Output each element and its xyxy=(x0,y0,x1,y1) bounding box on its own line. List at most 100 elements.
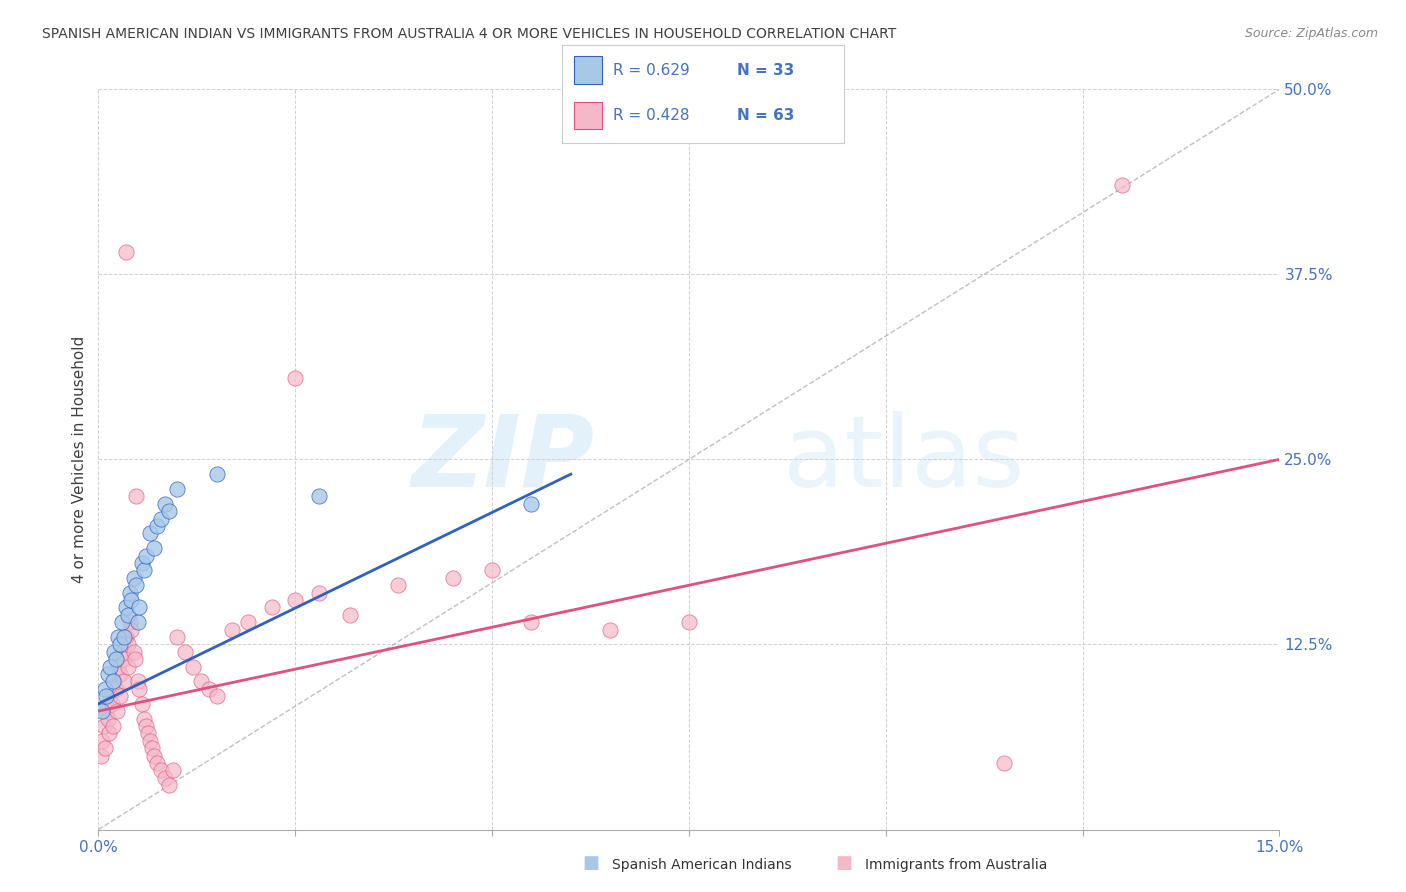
Point xyxy=(101,697,124,711)
Point xyxy=(155,497,177,511)
Point xyxy=(124,652,146,666)
Text: Immigrants from Australia: Immigrants from Australia xyxy=(865,858,1047,872)
Point xyxy=(150,511,173,525)
Text: ■: ■ xyxy=(835,855,852,872)
Point xyxy=(284,371,307,385)
Bar xyxy=(574,102,602,129)
Point xyxy=(112,630,135,644)
Point xyxy=(101,674,124,689)
Point xyxy=(150,764,173,778)
Point xyxy=(174,645,197,659)
Point xyxy=(141,741,163,756)
Point xyxy=(1111,178,1133,193)
Point xyxy=(132,564,155,578)
Point xyxy=(205,467,228,482)
Point xyxy=(117,637,139,651)
Point xyxy=(103,674,125,689)
Point xyxy=(104,652,127,666)
Point xyxy=(108,667,131,681)
Point xyxy=(155,771,177,785)
Point xyxy=(132,712,155,726)
Point xyxy=(339,607,361,622)
Point xyxy=(97,726,120,740)
Point xyxy=(142,748,165,763)
Point xyxy=(91,733,114,747)
Point xyxy=(115,245,138,260)
Point xyxy=(107,659,129,673)
Point xyxy=(157,504,180,518)
Point xyxy=(127,674,149,689)
Point xyxy=(115,630,138,644)
Point xyxy=(125,489,148,503)
Point xyxy=(146,756,169,770)
Point xyxy=(441,571,464,585)
Point xyxy=(520,497,543,511)
Point xyxy=(481,564,503,578)
Point xyxy=(284,593,307,607)
Point xyxy=(138,733,160,747)
Text: ■: ■ xyxy=(582,855,599,872)
Point xyxy=(142,541,165,556)
Point xyxy=(135,549,157,563)
Text: R = 0.428: R = 0.428 xyxy=(613,108,689,123)
Text: N = 63: N = 63 xyxy=(737,108,794,123)
Point xyxy=(166,482,188,496)
Point xyxy=(205,690,228,704)
Point xyxy=(104,681,127,696)
Point xyxy=(96,690,118,704)
Point xyxy=(138,526,160,541)
Point xyxy=(90,748,112,763)
Point xyxy=(520,615,543,630)
Point xyxy=(125,578,148,592)
Point xyxy=(91,704,114,718)
Point xyxy=(118,615,141,630)
Text: Spanish American Indians: Spanish American Indians xyxy=(612,858,792,872)
Point xyxy=(121,593,143,607)
Point xyxy=(136,726,159,740)
Point xyxy=(111,615,134,630)
Point xyxy=(308,585,330,599)
Point xyxy=(121,623,143,637)
Point xyxy=(98,690,121,704)
Point xyxy=(122,571,145,585)
Point xyxy=(96,704,118,718)
Point xyxy=(97,712,120,726)
Point xyxy=(993,756,1015,770)
Point xyxy=(98,659,121,673)
Point xyxy=(221,623,243,637)
Text: ZIP: ZIP xyxy=(412,411,595,508)
Y-axis label: 4 or more Vehicles in Household: 4 or more Vehicles in Household xyxy=(72,335,87,583)
Text: Source: ZipAtlas.com: Source: ZipAtlas.com xyxy=(1244,27,1378,40)
Text: SPANISH AMERICAN INDIAN VS IMMIGRANTS FROM AUSTRALIA 4 OR MORE VEHICLES IN HOUSE: SPANISH AMERICAN INDIAN VS IMMIGRANTS FR… xyxy=(42,27,897,41)
Point xyxy=(190,674,212,689)
Point xyxy=(387,578,409,592)
Point xyxy=(110,690,132,704)
Point xyxy=(162,764,184,778)
Point xyxy=(308,489,330,503)
Point xyxy=(678,615,700,630)
Point xyxy=(118,585,141,599)
Point xyxy=(181,659,204,673)
Point xyxy=(115,600,138,615)
Point xyxy=(131,556,153,570)
Point xyxy=(146,519,169,533)
Point xyxy=(117,607,139,622)
Point xyxy=(112,674,135,689)
Text: N = 33: N = 33 xyxy=(737,62,794,78)
Point xyxy=(93,681,115,696)
Point xyxy=(110,637,132,651)
Point xyxy=(197,681,219,696)
Point xyxy=(117,659,139,673)
Point xyxy=(131,697,153,711)
Point xyxy=(97,667,120,681)
Point xyxy=(112,652,135,666)
Point xyxy=(93,741,115,756)
Point xyxy=(135,719,157,733)
Point xyxy=(111,645,134,659)
Bar xyxy=(574,56,602,84)
Point xyxy=(105,704,128,718)
Text: R = 0.629: R = 0.629 xyxy=(613,62,690,78)
Point xyxy=(103,645,125,659)
Point xyxy=(128,681,150,696)
Text: atlas: atlas xyxy=(783,411,1025,508)
